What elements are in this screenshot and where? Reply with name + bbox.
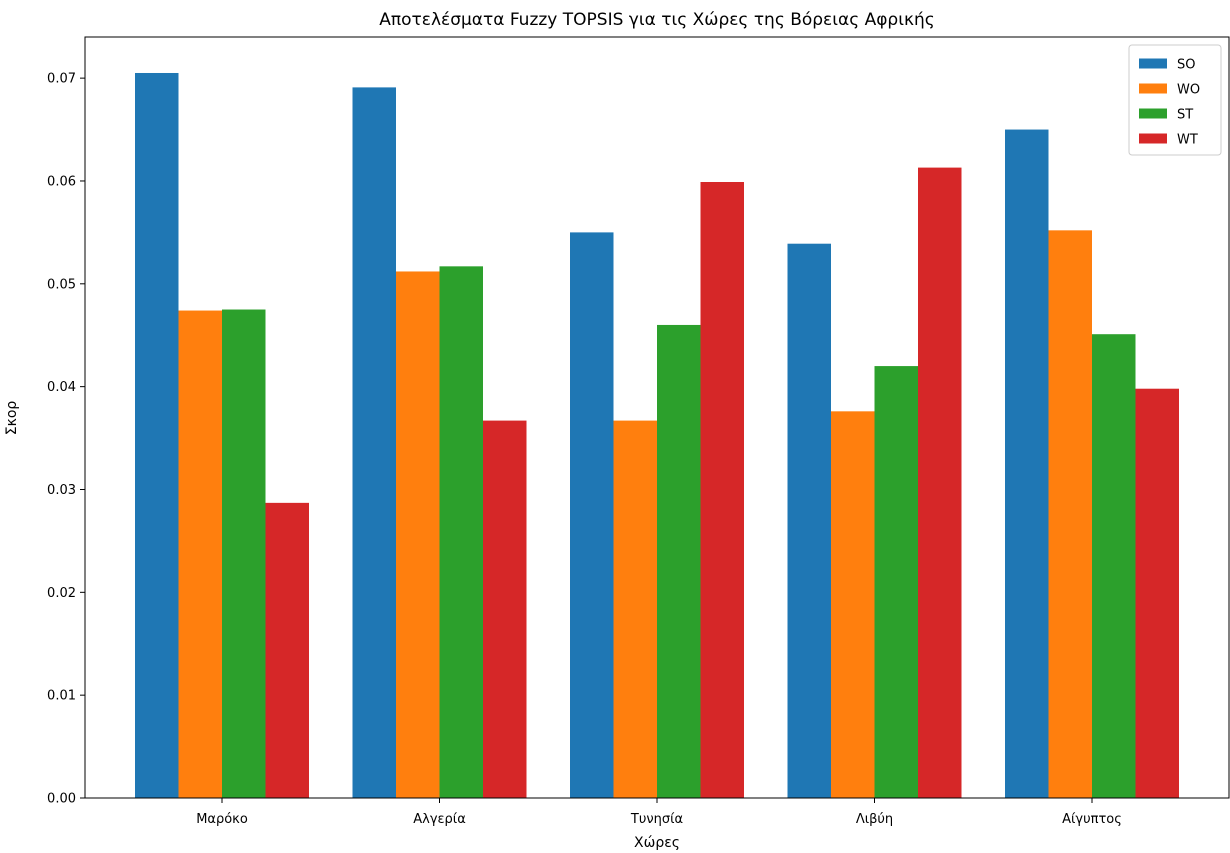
bar-wt-2 bbox=[700, 182, 744, 798]
legend-swatch-wt bbox=[1139, 133, 1167, 144]
bar-st-4 bbox=[1092, 334, 1136, 798]
x-tick-label-3: Λιβύη bbox=[856, 812, 893, 827]
x-tick-label-4: Αίγυπτος bbox=[1062, 812, 1122, 827]
bar-wo-0 bbox=[178, 310, 222, 798]
bar-so-1 bbox=[352, 87, 396, 798]
y-tick-label-4: 0.04 bbox=[47, 380, 76, 395]
y-tick-label-1: 0.01 bbox=[47, 689, 76, 704]
legend-swatch-so bbox=[1139, 58, 1167, 69]
x-tick-label-0: Μαρόκο bbox=[196, 812, 248, 827]
bar-st-2 bbox=[657, 324, 701, 798]
legend-swatch-wo bbox=[1139, 83, 1167, 94]
bar-wo-2 bbox=[613, 420, 657, 798]
legend-label-so: SO bbox=[1177, 58, 1195, 73]
bar-st-3 bbox=[874, 366, 918, 798]
bar-wt-4 bbox=[1135, 388, 1179, 798]
x-tick-label-1: Αλγερία bbox=[413, 812, 466, 827]
bar-so-2 bbox=[570, 232, 614, 798]
x-axis-ticks: Μαρόκο Αλγερία Τυνησία Λιβύη Αίγυπτος bbox=[196, 798, 1122, 827]
plot-frame bbox=[84, 36, 1230, 799]
y-tick-label-2: 0.02 bbox=[47, 586, 76, 601]
y-tick-label-7: 0.07 bbox=[47, 72, 76, 87]
y-tick-label-0: 0.00 bbox=[47, 792, 76, 807]
bars-group bbox=[135, 72, 1179, 799]
bar-wo-4 bbox=[1048, 230, 1092, 799]
legend-label-st: ST bbox=[1177, 108, 1193, 123]
bar-wt-3 bbox=[918, 167, 962, 799]
bar-so-3 bbox=[787, 243, 831, 798]
bar-wt-1 bbox=[483, 420, 527, 798]
bar-st-1 bbox=[439, 266, 483, 799]
y-tick-label-5: 0.05 bbox=[47, 277, 76, 292]
x-axis-label: Χώρες bbox=[634, 835, 680, 851]
legend-box bbox=[1128, 44, 1222, 156]
x-tick-label-2: Τυνησία bbox=[630, 812, 683, 827]
bar-st-0 bbox=[222, 309, 266, 798]
bar-wo-3 bbox=[831, 411, 875, 798]
legend-swatch-st bbox=[1139, 108, 1167, 119]
y-tick-label-3: 0.03 bbox=[47, 483, 76, 498]
bar-so-0 bbox=[135, 72, 179, 799]
bar-so-4 bbox=[1005, 129, 1049, 799]
legend-label-wo: WO bbox=[1177, 83, 1200, 98]
y-tick-label-6: 0.06 bbox=[47, 174, 76, 189]
legend: SO WO ST WT bbox=[1128, 44, 1222, 156]
y-axis-label: Σκορ bbox=[4, 401, 20, 436]
chart-title: Αποτελέσματα Fuzzy TOPSIS για τις Χώρες … bbox=[379, 10, 935, 30]
legend-label-wt: WT bbox=[1177, 133, 1198, 148]
bar-wt-0 bbox=[265, 502, 309, 798]
y-axis-ticks: 0.00 0.01 0.02 0.03 0.04 0.05 0.06 0.07 bbox=[47, 72, 85, 807]
bar-wo-1 bbox=[396, 271, 440, 799]
